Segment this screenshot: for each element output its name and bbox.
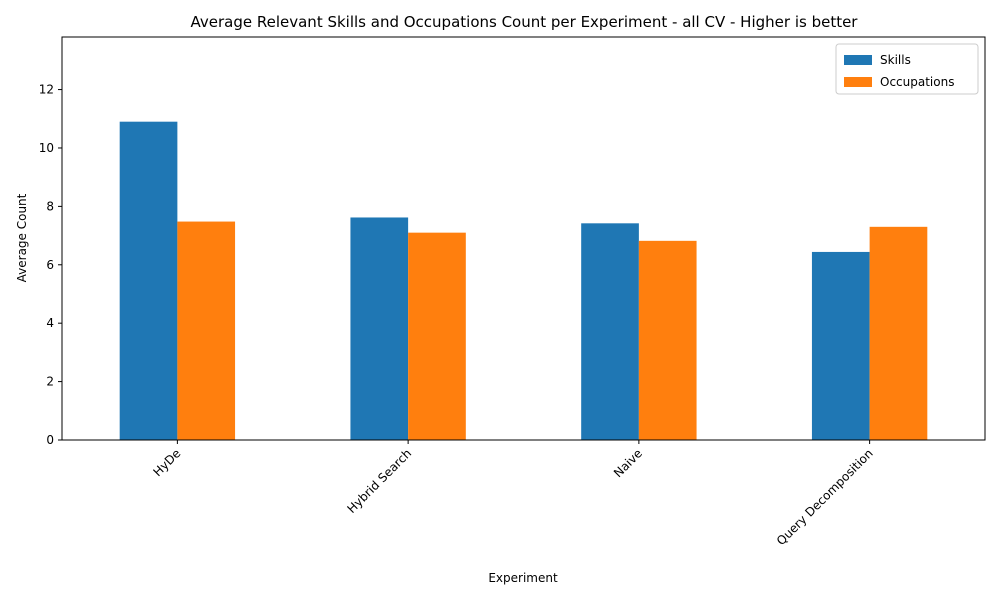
bar-skills-2 (581, 223, 639, 440)
y-tick-label: 4 (46, 316, 54, 330)
bar-skills-3 (811, 251, 870, 440)
y-tick-label: 2 (46, 375, 54, 389)
bar-occupations-0 (177, 221, 236, 440)
bar-occupations-2 (638, 240, 697, 440)
plot-frame (61, 36, 986, 441)
x-tick-label: Naive (611, 446, 645, 480)
y-tick-label: 12 (39, 83, 54, 97)
y-tick-label: 8 (46, 199, 54, 213)
y-tick-label: 6 (46, 258, 54, 272)
bar-occupations-3 (869, 226, 928, 440)
y-axis: 0 2 4 6 8 10 12 (39, 83, 62, 447)
x-tick-label: Query Decomposition (774, 446, 876, 548)
legend-swatch-skills (844, 55, 872, 65)
bar-skills-1 (350, 217, 409, 440)
x-axis-label: Experiment (488, 571, 558, 585)
legend: Skills Occupations (835, 43, 979, 95)
bar-occupations-1 (408, 232, 466, 440)
legend-swatch-occupations (844, 77, 872, 87)
y-axis-label: Average Count (15, 193, 29, 282)
legend-label-skills: Skills (880, 53, 911, 67)
x-tick-label: Hybrid Search (344, 446, 414, 516)
chart-title: Average Relevant Skills and Occupations … (191, 13, 859, 31)
x-axis: HyDe Hybrid Search Naive Query Decompositio… (150, 440, 876, 548)
legend-label-occupations: Occupations (880, 75, 954, 89)
plot-area (61, 36, 986, 441)
x-tick-label: HyDe (150, 446, 183, 479)
y-tick-label: 10 (39, 141, 54, 155)
y-tick-label: 0 (46, 433, 54, 447)
bar-skills-0 (119, 121, 178, 440)
